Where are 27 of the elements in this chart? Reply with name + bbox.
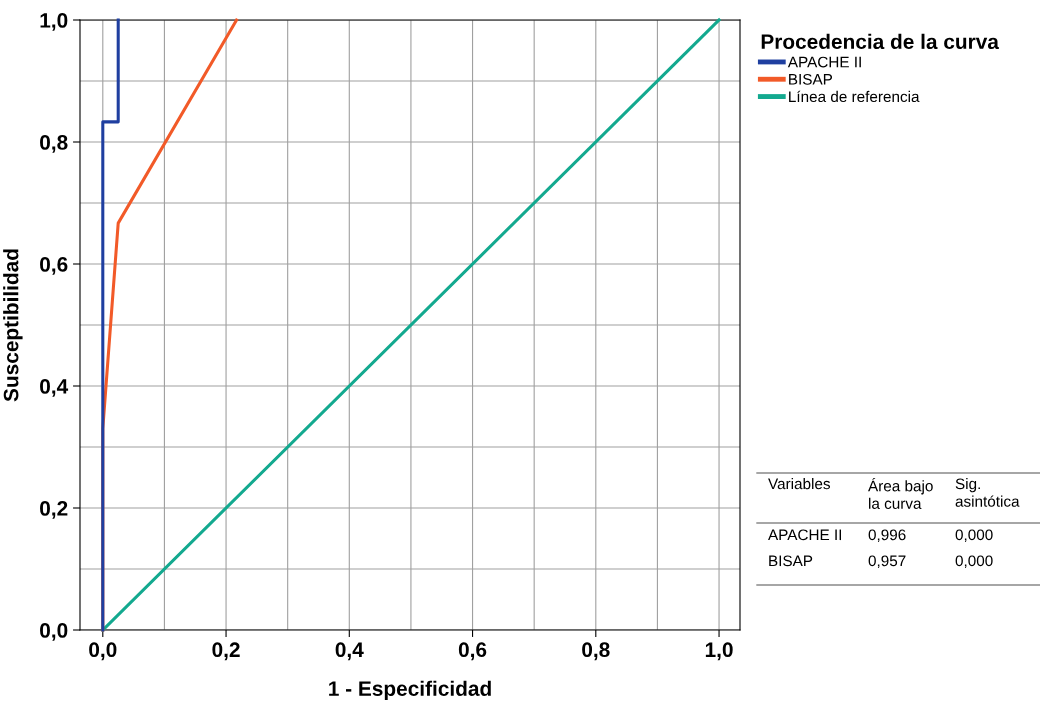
x-tick-label: 0,6 bbox=[458, 642, 487, 661]
text: Área bajo la curva bbox=[868, 478, 933, 509]
legend-title: Procedencia de la curva bbox=[761, 33, 1000, 50]
y-tick-label: 1,0 bbox=[40, 13, 68, 31]
x-tick-label: 0,2 bbox=[212, 642, 240, 661]
text: 0,000 bbox=[955, 529, 993, 543]
y-tick-label: 0,0 bbox=[40, 623, 68, 641]
x-tick-label: 0,8 bbox=[582, 642, 610, 661]
x-axis-title: 1 - Especificidad bbox=[329, 680, 491, 701]
y-axis-title: Susceptibilidad bbox=[3, 249, 23, 402]
x-tick-label: 1,0 bbox=[705, 642, 733, 661]
text: 0,957 bbox=[868, 555, 906, 569]
x-tick-label: 0,4 bbox=[335, 642, 364, 661]
text: 0,996 bbox=[868, 529, 906, 543]
y-tick-label: 0,8 bbox=[40, 135, 68, 153]
y-tick-label: 0,4 bbox=[40, 379, 69, 397]
y-tick-label: 0,6 bbox=[40, 257, 68, 275]
x-tick-label: 0,0 bbox=[89, 642, 117, 661]
legend-label: Línea de referencia bbox=[789, 90, 920, 103]
text: 0,000 bbox=[955, 555, 993, 569]
legend-label: APACHE II bbox=[787, 56, 861, 68]
text: Sig. asintótica bbox=[955, 478, 1020, 507]
y-tick-label: 0,2 bbox=[40, 501, 68, 519]
text: BISAP bbox=[769, 555, 813, 567]
legend-label: BISAP bbox=[789, 73, 833, 85]
text: Variables bbox=[768, 478, 831, 490]
text: APACHE II bbox=[768, 529, 842, 541]
